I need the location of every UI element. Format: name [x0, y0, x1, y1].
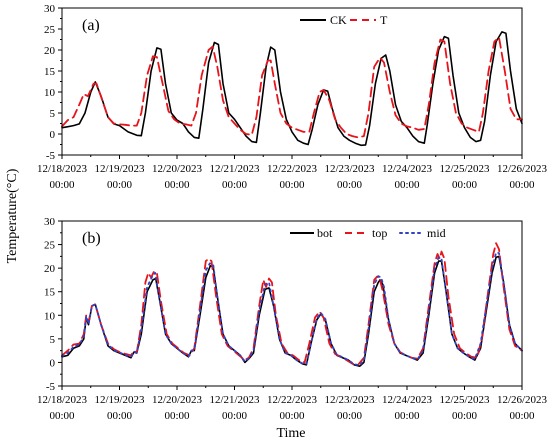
y-tick-label: 25 — [44, 24, 56, 36]
y-tick-label: 20 — [44, 263, 56, 275]
series-line-T — [61, 36, 523, 139]
x-tick-time: 00:00 — [164, 410, 190, 422]
x-tick-time: 00:00 — [452, 410, 478, 422]
x-tick-date: 12/22/2023 — [267, 163, 318, 175]
x-tick-time: 00:00 — [509, 410, 535, 422]
y-tick-label: -5 — [46, 150, 56, 162]
series-line-bot — [61, 255, 523, 367]
panel-a: -5 0 5 10 15 20 25 30 12/18/2023 00:00 12/19/2023 0… — [37, 3, 548, 191]
x-tick-time: 00:00 — [337, 179, 363, 191]
series-line-CK — [61, 31, 523, 147]
y-tick-label: 0 — [50, 129, 56, 141]
x-tick-date: 12/26/2023 — [497, 163, 548, 175]
x-tick-time: 00:00 — [107, 410, 133, 422]
x-tick-time: 00:00 — [49, 179, 75, 191]
x-tick-time: 00:00 — [49, 410, 75, 422]
y-tick-label: 15 — [44, 66, 56, 78]
x-tick-date: 12/23/2023 — [324, 394, 375, 406]
series-line-top — [61, 242, 523, 366]
x-tick-date: 12/19/2023 — [94, 163, 145, 175]
panel-label: (b) — [82, 230, 101, 247]
y-axis-title: Temperature(°C) — [5, 168, 20, 263]
x-tick-date: 12/24/2023 — [382, 163, 433, 175]
x-tick-time: 00:00 — [279, 410, 305, 422]
y-tick-label: 5 — [50, 108, 56, 120]
x-tick-date: 12/26/2023 — [497, 394, 548, 406]
x-tick-date: 12/18/2023 — [37, 163, 88, 175]
x-tick-time: 00:00 — [107, 179, 133, 191]
x-tick-date: 12/19/2023 — [94, 394, 145, 406]
y-tick-label: 10 — [44, 310, 56, 322]
plot-frame — [61, 220, 523, 387]
x-axis-title: Time — [276, 426, 305, 441]
x-tick-time: 00:00 — [452, 179, 478, 191]
x-tick-time: 00:00 — [337, 410, 363, 422]
x-tick-date: 12/24/2023 — [382, 394, 433, 406]
x-tick-time: 00:00 — [222, 410, 248, 422]
x-tick-date: 12/20/2023 — [152, 394, 203, 406]
panel-b: -5 0 5 10 15 20 25 30 12/18/2023 00:00 12/19/2023 0… — [37, 216, 548, 422]
series-line-mid — [61, 251, 523, 367]
x-tick-date: 12/23/2023 — [324, 163, 375, 175]
legend-label-top: top — [372, 226, 387, 240]
x-tick-date: 12/18/2023 — [37, 394, 88, 406]
y-tick-label: 25 — [44, 240, 56, 252]
y-tick-label: 30 — [44, 216, 56, 228]
legend-label-CK: CK — [330, 13, 347, 27]
y-tick-label: 5 — [50, 334, 56, 346]
x-tick-date: 12/20/2023 — [152, 163, 203, 175]
y-tick-label: 30 — [44, 3, 56, 15]
x-tick-date: 12/25/2023 — [439, 163, 490, 175]
x-tick-date: 12/22/2023 — [267, 394, 318, 406]
x-tick-time: 00:00 — [509, 179, 535, 191]
y-tick-label: 15 — [44, 287, 56, 299]
x-tick-time: 00:00 — [279, 179, 305, 191]
x-tick-time: 00:00 — [222, 179, 248, 191]
panel-label: (a) — [82, 17, 100, 34]
legend-label-bot: bot — [317, 226, 333, 240]
x-tick-time: 00:00 — [164, 179, 190, 191]
x-tick-time: 00:00 — [394, 179, 420, 191]
y-tick-label: 20 — [44, 45, 56, 57]
x-tick-date: 12/21/2023 — [209, 394, 260, 406]
y-tick-label: 10 — [44, 87, 56, 99]
x-tick-time: 00:00 — [394, 410, 420, 422]
legend-label-T: T — [380, 13, 388, 27]
legend-label-mid: mid — [427, 226, 446, 240]
x-tick-date: 12/25/2023 — [439, 394, 490, 406]
x-tick-date: 12/21/2023 — [209, 163, 260, 175]
y-tick-label: 0 — [50, 357, 56, 369]
y-tick-label: -5 — [46, 381, 56, 393]
